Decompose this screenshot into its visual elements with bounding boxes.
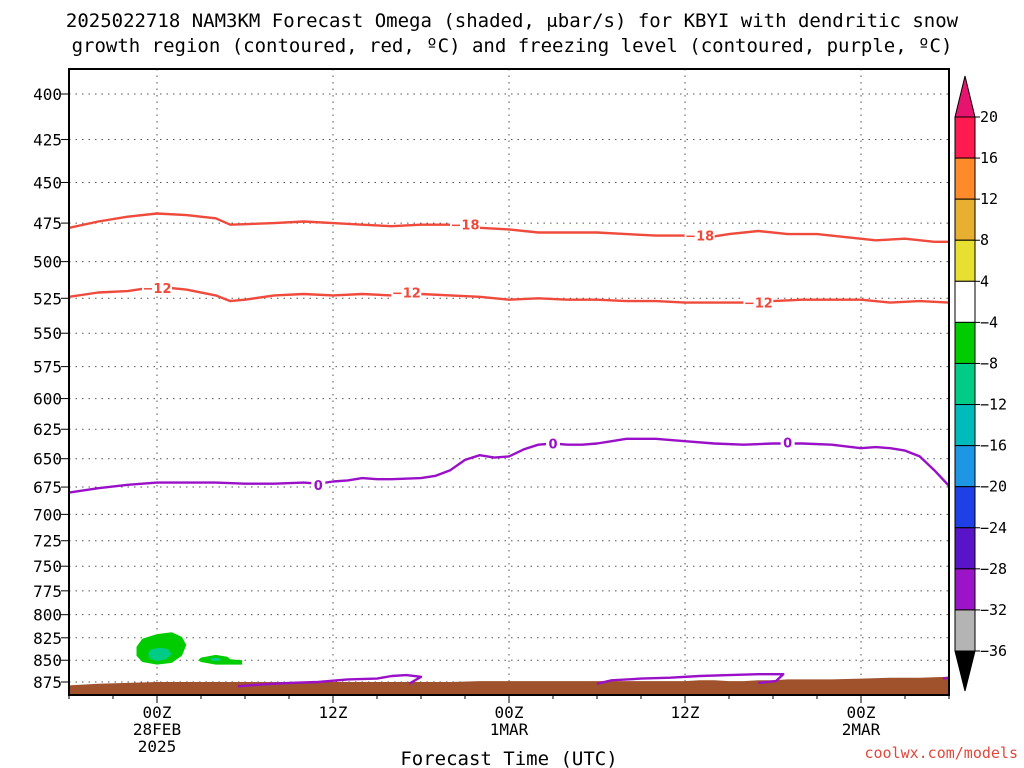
- contour-label: −12: [143, 282, 172, 297]
- contour-label: −18: [685, 230, 714, 245]
- chart-title-line-1: 2025022718 NAM3KM Forecast Omega (shaded…: [66, 10, 959, 32]
- colorbar-swatch: [954, 486, 976, 529]
- colorbar-swatch: [954, 157, 976, 200]
- y-tick-label: 775: [33, 582, 62, 601]
- colorbar-swatch: [954, 404, 976, 447]
- contour-label: 0: [783, 436, 792, 451]
- x-tick-label: 12Z: [671, 703, 700, 722]
- colorbar-swatch: [954, 198, 976, 241]
- x-tick-label: 00Z: [847, 703, 876, 722]
- grid-layer: [69, 69, 949, 695]
- y-tick-label: 475: [33, 214, 62, 233]
- colorbar-swatch: [954, 527, 976, 570]
- contour-label: −12: [744, 297, 773, 312]
- y-tick-label: 800: [33, 606, 62, 625]
- y-tick-label: 550: [33, 324, 62, 343]
- omega-shaded-region: [209, 657, 222, 662]
- colorbar-label: −32: [980, 601, 1007, 619]
- colorbar-arrow-top: [954, 75, 976, 118]
- y-tick-label: 825: [33, 629, 62, 648]
- colorbar-swatch: [954, 445, 976, 488]
- x-tick-label: 1MAR: [490, 720, 529, 739]
- y-tick-label: 575: [33, 358, 62, 377]
- y-tick-label: 625: [33, 420, 62, 439]
- terrain-fill: [69, 676, 949, 695]
- contour-label: 0: [548, 438, 557, 453]
- y-tick-label: 400: [33, 85, 62, 104]
- x-tick-label: 00Z: [495, 703, 524, 722]
- colorbar-swatch: [954, 239, 976, 282]
- colorbar-label: −12: [980, 396, 1007, 414]
- y-tick-label: 500: [33, 253, 62, 272]
- colorbar-label: 12: [980, 190, 998, 208]
- colorbar-label: 20: [980, 108, 998, 126]
- x-tick-label: 2MAR: [842, 720, 881, 739]
- y-tick-label: 700: [33, 505, 62, 524]
- plot-area: −18 −18 −12 −12 −12 0 0 0: [68, 68, 950, 696]
- contour-line: [237, 673, 423, 688]
- x-tick-label: 12Z: [319, 703, 348, 722]
- colorbar-label: −24: [980, 519, 1007, 537]
- colorbar-label: −28: [980, 560, 1007, 578]
- chart-title-line-2: growth region (contoured, red, ºC) and f…: [72, 35, 953, 57]
- contour-label-background: [780, 435, 795, 450]
- y-tick-label: 675: [33, 478, 62, 497]
- x-tick-label: 28FEB: [133, 720, 181, 739]
- contour-label-background: [684, 228, 715, 243]
- colorbar-label: −4: [980, 313, 998, 331]
- colorbar-swatch: [954, 116, 976, 159]
- contour-label: 0: [314, 479, 323, 494]
- y-tick-label: 600: [33, 390, 62, 409]
- y-tick-label: 725: [33, 532, 62, 551]
- contour-label: −12: [392, 287, 421, 302]
- contour-label-background: [142, 281, 172, 296]
- contour-label-background: [311, 477, 326, 492]
- contour-line: [69, 285, 949, 304]
- colorbar-label: −8: [980, 354, 998, 372]
- x-tick-label: 00Z: [143, 703, 172, 722]
- contour-label: −18: [451, 219, 480, 234]
- omega-shaded-region: [148, 647, 172, 662]
- colorbar-swatch: [954, 568, 976, 611]
- colorbar-label: 16: [980, 149, 998, 167]
- colorbar-label: −36: [980, 642, 1007, 660]
- colorbar-label: 4: [980, 272, 989, 290]
- contour-line: [69, 212, 949, 243]
- y-axis: 400 425 450 475 500 525 550 575 600 625 650 675 700 7…: [33, 85, 69, 692]
- colorbar-swatch: [954, 321, 976, 364]
- colorbar: 20 16 12 8 4 −4 −8 −12 −16 −20 −24 −28 −32 −36: [954, 75, 1007, 692]
- y-tick-label: 850: [33, 651, 62, 670]
- y-tick-label: 450: [33, 173, 62, 192]
- terrain-layer: [69, 676, 949, 695]
- y-tick-label: 750: [33, 557, 62, 576]
- colorbar-swatch: [954, 609, 976, 652]
- contour-line: [69, 437, 949, 494]
- colorbar-arrow-bottom: [954, 650, 976, 692]
- y-tick-label: 525: [33, 289, 62, 308]
- contour-label-background: [546, 436, 560, 451]
- credit-link[interactable]: coolwx.com/models: [864, 744, 1018, 762]
- colorbar-label: −16: [980, 437, 1007, 455]
- x-axis-label: Forecast Time (UTC): [400, 748, 617, 768]
- x-tick-label: 2025: [138, 737, 177, 756]
- colorbar-swatch: [954, 280, 976, 323]
- colorbar-label: −20: [980, 478, 1007, 496]
- y-tick-label: 650: [33, 450, 62, 469]
- contour-label-background: [391, 285, 422, 300]
- colorbar-label: 8: [980, 231, 989, 249]
- contour-line: [596, 673, 785, 685]
- contour-layer: −18 −18 −12 −12 −12 0 0 0: [69, 212, 949, 688]
- y-tick-label: 875: [33, 673, 62, 692]
- y-tick-label: 425: [33, 131, 62, 150]
- colorbar-swatch: [954, 362, 976, 406]
- contour-label-background: [450, 217, 480, 232]
- contour-label-background: [743, 295, 774, 310]
- omega-shading-layer: [136, 632, 243, 665]
